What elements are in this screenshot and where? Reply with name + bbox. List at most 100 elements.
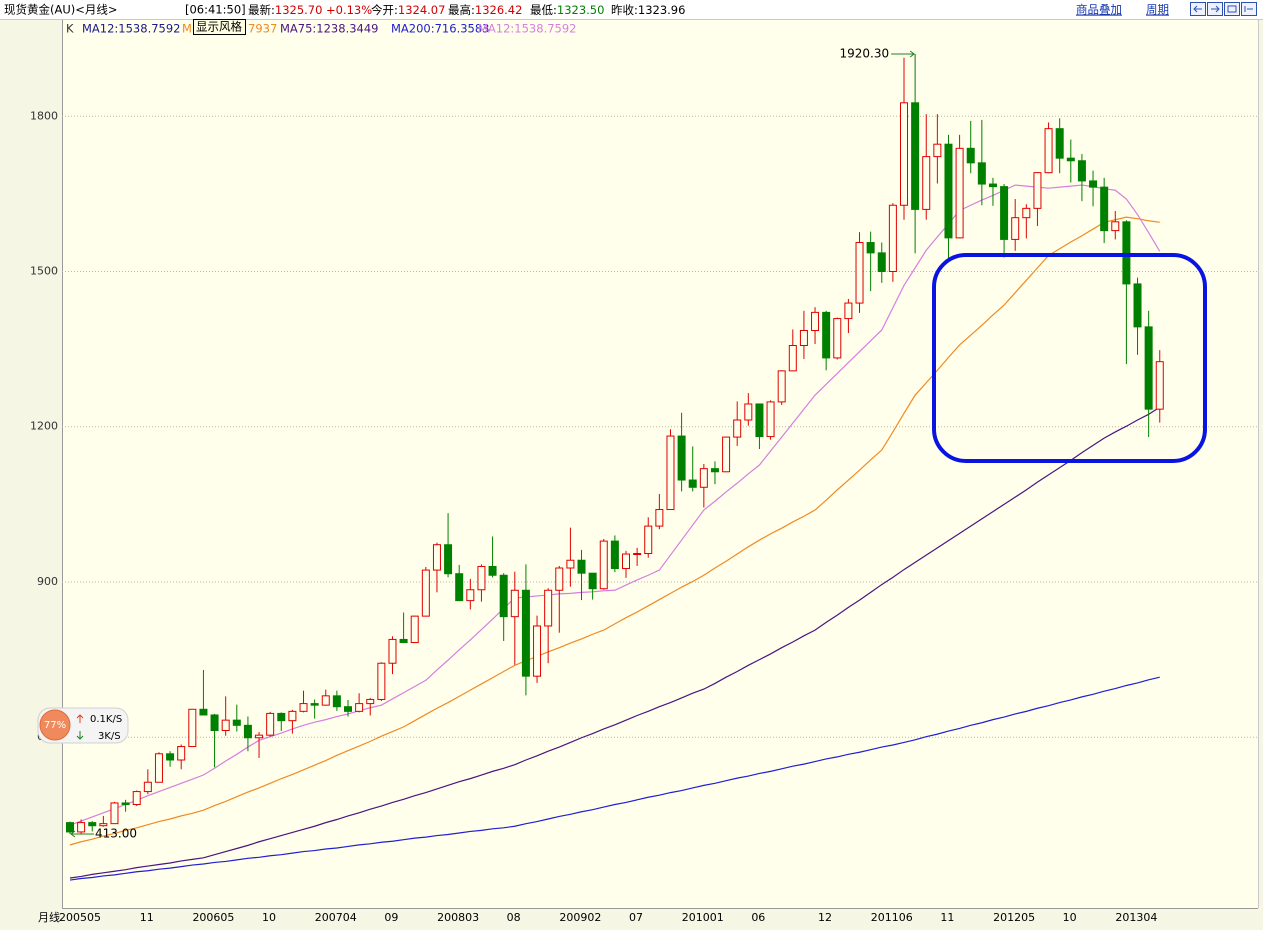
candle-body <box>877 252 886 272</box>
candle-body <box>1133 283 1142 328</box>
candle-body <box>277 712 286 722</box>
y-tick-label: 1800 <box>30 109 58 122</box>
ma-line <box>69 216 1160 846</box>
x-tick-label: 200902 <box>559 911 601 924</box>
candle-body <box>977 162 986 185</box>
candle-body <box>399 638 408 644</box>
candle-body <box>833 318 842 359</box>
candle-body <box>154 753 163 783</box>
candle-body <box>811 311 820 331</box>
candle-body <box>466 589 475 602</box>
legend-item: MA75:1238.3449 <box>280 22 379 36</box>
speed-widget: 77% 0.1K/S 3K/S <box>37 707 129 744</box>
legend-item: MA12:1538.7592 <box>82 22 181 36</box>
ma-line <box>69 184 1161 826</box>
candles <box>66 53 1164 834</box>
candle-body <box>555 567 564 591</box>
header-field-value: 1323.96 <box>638 3 686 17</box>
candle-body <box>622 553 630 570</box>
candle-body <box>99 823 108 827</box>
candle-body <box>1066 157 1075 162</box>
candle-body <box>1000 186 1009 240</box>
candle-body <box>521 589 530 677</box>
x-tick-label: 201205 <box>993 911 1035 924</box>
nav-end-icon <box>1244 6 1253 12</box>
header-field: +0.13% <box>326 3 372 17</box>
candle-body <box>477 565 486 591</box>
candle-body <box>844 302 853 320</box>
annotation-arrow <box>891 50 915 58</box>
candle-body <box>900 102 908 206</box>
candle-body <box>733 419 742 438</box>
legend-prefix: K <box>66 22 74 36</box>
candle-body <box>633 553 642 556</box>
candle-body <box>143 781 152 793</box>
candle-body <box>210 714 219 732</box>
candle-body <box>666 435 675 511</box>
x-tick-label: 201106 <box>871 911 913 924</box>
x-tick-label: 06 <box>751 911 765 924</box>
candle-body <box>421 569 430 617</box>
legend-item: MA12:1538.7592 <box>478 22 577 36</box>
candle-body <box>221 719 230 732</box>
overlay-button[interactable]: 商品叠加 <box>1076 3 1122 17</box>
down-arrow <box>76 731 84 740</box>
tooltip: 显示风格 <box>193 19 246 35</box>
nav-right-icon <box>1211 5 1220 13</box>
candle-body <box>88 822 97 827</box>
y-tick-label: 1500 <box>30 264 58 277</box>
annotation-label: 413.00 <box>95 827 137 841</box>
candle-body <box>488 565 497 576</box>
nav-zoom-icon <box>1227 5 1237 13</box>
header-bar <box>0 0 1263 19</box>
header-field-value: 1323.50 <box>557 3 605 17</box>
header-field-value: 1325.70 <box>275 3 323 17</box>
candle-body <box>655 509 664 527</box>
widget-down: 3K/S <box>98 731 121 742</box>
x-tick-label: 09 <box>384 911 398 924</box>
candle-body <box>944 143 953 239</box>
widget-circle <box>39 709 71 741</box>
period-button[interactable]: 周期 <box>1146 3 1169 17</box>
candle-body <box>243 724 252 739</box>
candle-body <box>544 589 553 627</box>
candle-body <box>1033 172 1042 209</box>
moving-averages <box>69 184 1161 881</box>
candle-body <box>799 329 808 346</box>
candle-body <box>332 695 341 708</box>
header-fields: 最新:1325.70 +0.13%今开:1324.07 最高:1326.42 最低:1… <box>248 3 685 17</box>
y-tick-label: 1200 <box>30 420 58 433</box>
nav-left-icon <box>1193 5 1202 13</box>
tooltip-text: 显示风格 <box>196 20 242 34</box>
candle-body <box>299 703 308 712</box>
candle-body <box>744 403 753 421</box>
candle-body <box>344 706 352 712</box>
candle-body <box>911 102 920 210</box>
x-tick-label: 10 <box>1063 911 1077 924</box>
header-field: 今开:1324.07 <box>371 3 445 17</box>
candle-body <box>1011 217 1020 240</box>
candle-body <box>533 625 542 677</box>
candle-body <box>455 573 464 602</box>
x-tick-label: 200803 <box>437 911 479 924</box>
candle-body <box>1055 128 1064 159</box>
candle-body <box>177 746 186 761</box>
legend: K MA12:1538.7592 M 7937 MA75:1238.3449 MA20… <box>66 22 577 36</box>
candle-body <box>110 802 119 825</box>
candle-body <box>822 311 831 359</box>
x-tick-label: 11 <box>940 911 954 924</box>
candle-body <box>610 540 619 570</box>
candle-body <box>1077 160 1086 182</box>
ma-line <box>69 676 1160 881</box>
x-tick-label: 201304 <box>1115 911 1157 924</box>
x-tick-label: 201001 <box>682 911 724 924</box>
widget-percent: 77% <box>44 720 66 731</box>
header-field-label: 最新: <box>248 3 275 17</box>
header-field-label: 昨收: <box>611 3 638 17</box>
header-field-label: 最低: <box>530 3 557 17</box>
ma-line <box>69 406 1161 879</box>
x-tick-label: 08 <box>507 911 521 924</box>
candle-body <box>1111 221 1120 232</box>
candle-body <box>688 479 697 488</box>
nav-zoom[interactable] <box>1224 2 1240 16</box>
